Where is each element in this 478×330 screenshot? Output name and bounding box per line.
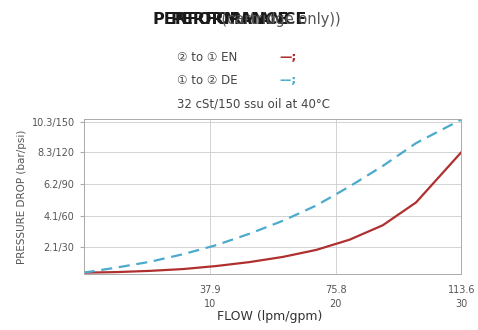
Text: 37.9: 37.9: [199, 285, 220, 295]
Text: —;: —;: [280, 51, 297, 64]
Text: ––;: ––;: [280, 74, 297, 87]
Text: ② to ① EN: ② to ① EN: [177, 51, 241, 64]
Text: PERFORMANCE: PERFORMANCE: [171, 12, 307, 26]
Text: PERFORMANCE: PERFORMANCE: [152, 12, 288, 26]
Text: 10: 10: [204, 299, 216, 309]
Text: ① to ② DE: ① to ② DE: [177, 74, 241, 87]
Text: FLOW (lpm/gpm): FLOW (lpm/gpm): [217, 311, 323, 323]
Text: 75.8: 75.8: [325, 285, 347, 295]
Text: (cartridge only)): (cartridge only)): [152, 12, 341, 26]
Text: 30: 30: [455, 299, 467, 309]
Y-axis label: PRESSURE DROP (bar/psi): PRESSURE DROP (bar/psi): [17, 129, 27, 264]
Text: 113.6: 113.6: [447, 285, 475, 295]
Text: 32 cSt/150 ssu oil at 40°C: 32 cSt/150 ssu oil at 40°C: [177, 97, 330, 110]
Text: 20: 20: [329, 299, 342, 309]
